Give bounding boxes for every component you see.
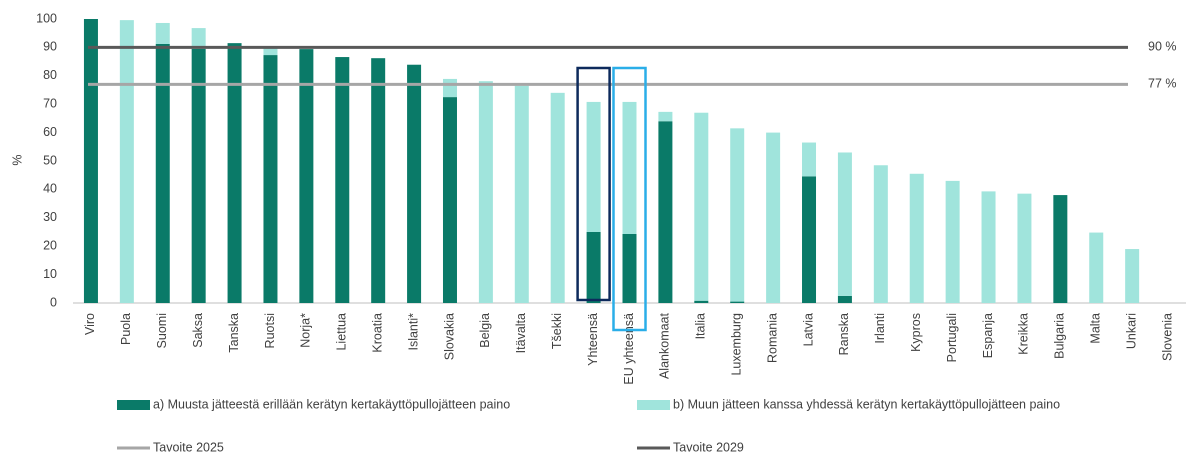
legend-label: Tavoite 2029 [673,440,744,454]
bar-segment [658,111,673,122]
x-tick-label: Latvia [801,313,815,346]
bar-segment [227,43,242,303]
bar-segment [1017,193,1032,303]
x-tick-label: Islanti* [406,313,420,351]
reference-label: 90 % [1148,40,1177,54]
y-tick-label: 100 [36,11,57,25]
highlight-box [576,66,611,302]
bar-segment [802,176,817,303]
reference-label: 77 % [1148,77,1177,91]
bar-segment [981,191,996,303]
bar-segment [119,20,134,304]
y-tick-label: 20 [43,238,57,252]
y-tick-label: 50 [43,153,57,167]
x-tick-label: Espanja [981,313,995,358]
y-tick-label: 90 [43,40,57,54]
bar-segment [191,28,206,49]
bar-segment [802,142,817,177]
bar-segment [622,233,637,303]
bar-segment [622,101,637,234]
x-tick-label: Norja* [299,313,313,348]
x-tick-label: Suomi [155,313,169,348]
bar-segment [694,300,709,303]
bar-segment [155,43,170,303]
x-tick-label: Irlanti [873,313,887,344]
bar-segment [730,128,745,302]
x-tick-label: Ranska [837,313,851,355]
bar-segment [837,295,852,303]
x-tick-label: Alankomaat [658,312,672,379]
bar-segment [191,48,206,303]
x-tick-label: Yhteensä [586,313,600,366]
legend-swatch [637,400,670,410]
bar-segment [442,97,457,303]
bar-segment [837,152,852,296]
bar-segment [945,180,960,303]
x-tick-label: Unkari [1124,313,1138,349]
bar-segment [658,121,673,304]
y-tick-label: 0 [50,295,57,309]
bar-segment [586,101,601,232]
x-tick-label: Belgia [478,313,492,348]
x-tick-label: Portugali [945,313,959,362]
x-tick-label: Malta [1089,313,1103,344]
bar-segment [766,132,781,303]
x-tick-label: Kypros [909,313,923,352]
bar-segment [514,85,529,304]
x-tick-label: Ruotsi [263,313,277,348]
bar-segment [1125,249,1140,303]
bar-segment [1053,195,1068,303]
bar-segment [371,58,386,303]
x-tick-label: EU yhteensä [622,313,636,385]
y-tick-label: 70 [43,96,57,110]
bar-segment [442,78,457,98]
x-tick-label: Bulgaria [1053,313,1067,359]
bar-segment [909,173,924,303]
y-tick-label: 40 [43,182,57,196]
bar-segment [550,92,565,303]
bar-segment [478,81,493,303]
legend-swatch [117,400,150,410]
bar-segment [694,112,709,301]
bar-segment [873,165,888,303]
x-tick-label: Tšekki [550,313,564,349]
bar-segment [263,47,278,56]
bar-segment [730,301,745,303]
bar-segment [263,55,278,304]
x-tick-label: Slovenia [1160,313,1174,361]
bar-segment [83,19,98,303]
x-tick-label: Italia [694,313,708,339]
legend-label: a) Muusta jätteestä erillään kerätyn ker… [153,397,510,411]
x-tick-label: Luxemburg [730,313,744,376]
y-tick-label: 60 [43,125,57,139]
legend-label: b) Muun jätteen kanssa yhdessä kerätyn k… [673,397,1060,411]
highlight-box [612,66,647,332]
x-tick-label: Romania [765,313,779,363]
x-tick-label: Slovakia [442,313,456,360]
bar-segment [155,22,170,44]
x-tick-label: Kroatia [370,313,384,353]
x-tick-label: Kreikka [1017,313,1031,355]
x-tick-label: Puola [119,313,133,345]
bar-segment [407,64,422,303]
bar-segment [299,49,314,303]
x-tick-label: Tanska [227,313,241,353]
bar-segment [335,57,350,303]
bar-segment [586,232,601,303]
y-tick-label: 10 [43,267,57,281]
x-tick-label: Itävalta [514,313,528,353]
x-tick-label: Liettua [335,313,349,351]
bar-segment [1089,232,1104,303]
y-axis-label: % [10,154,24,165]
y-tick-label: 30 [43,210,57,224]
legend-label: Tavoite 2025 [153,440,224,454]
x-tick-label: Viro [83,313,97,335]
y-tick-label: 80 [43,68,57,82]
x-tick-label: Saksa [191,313,205,348]
